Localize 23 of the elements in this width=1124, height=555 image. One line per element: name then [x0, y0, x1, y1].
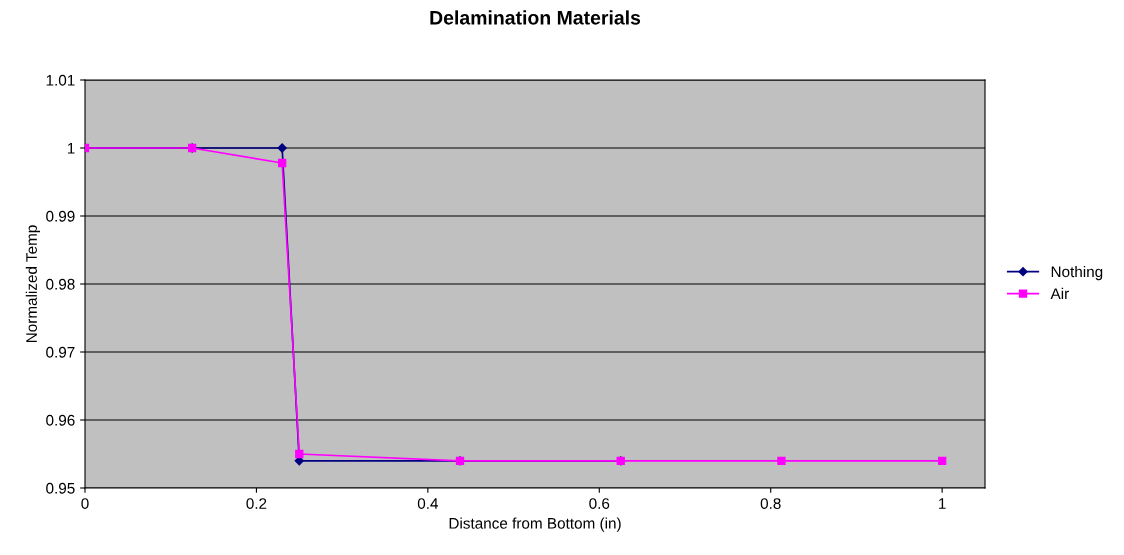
chart-title: Delamination Materials — [430, 10, 641, 25]
point — [277, 158, 287, 168]
point — [277, 143, 287, 153]
x-tick-label: 0.6 — [589, 498, 610, 509]
y-axis-title: Normalized Temp — [25, 225, 40, 343]
y-tick-label: 0.99 — [46, 210, 75, 222]
x-tick-label: 1 — [939, 498, 946, 509]
x-tick-label: 0 — [81, 498, 89, 509]
point — [295, 449, 304, 459]
x-tick-label: 0.4 — [417, 498, 439, 509]
x-axis-title: Distance from Bottom (in) — [449, 517, 621, 532]
legend-label: Air — [1050, 287, 1069, 299]
y-tick-label: 0.98 — [46, 278, 75, 290]
y-tick-label: 1 — [67, 143, 75, 154]
x-tick-label: 0.2 — [246, 498, 267, 509]
y-tick-label: 1.01 — [46, 74, 75, 86]
y-tick-label: 0.95 — [46, 482, 75, 494]
y-tick-label: 0.96 — [46, 414, 75, 426]
legend-label: Nothing — [1051, 265, 1103, 281]
point — [777, 456, 786, 465]
y-tick-label: 0.97 — [46, 346, 75, 358]
point — [937, 456, 947, 465]
x-tick-label: 0.8 — [760, 498, 781, 509]
